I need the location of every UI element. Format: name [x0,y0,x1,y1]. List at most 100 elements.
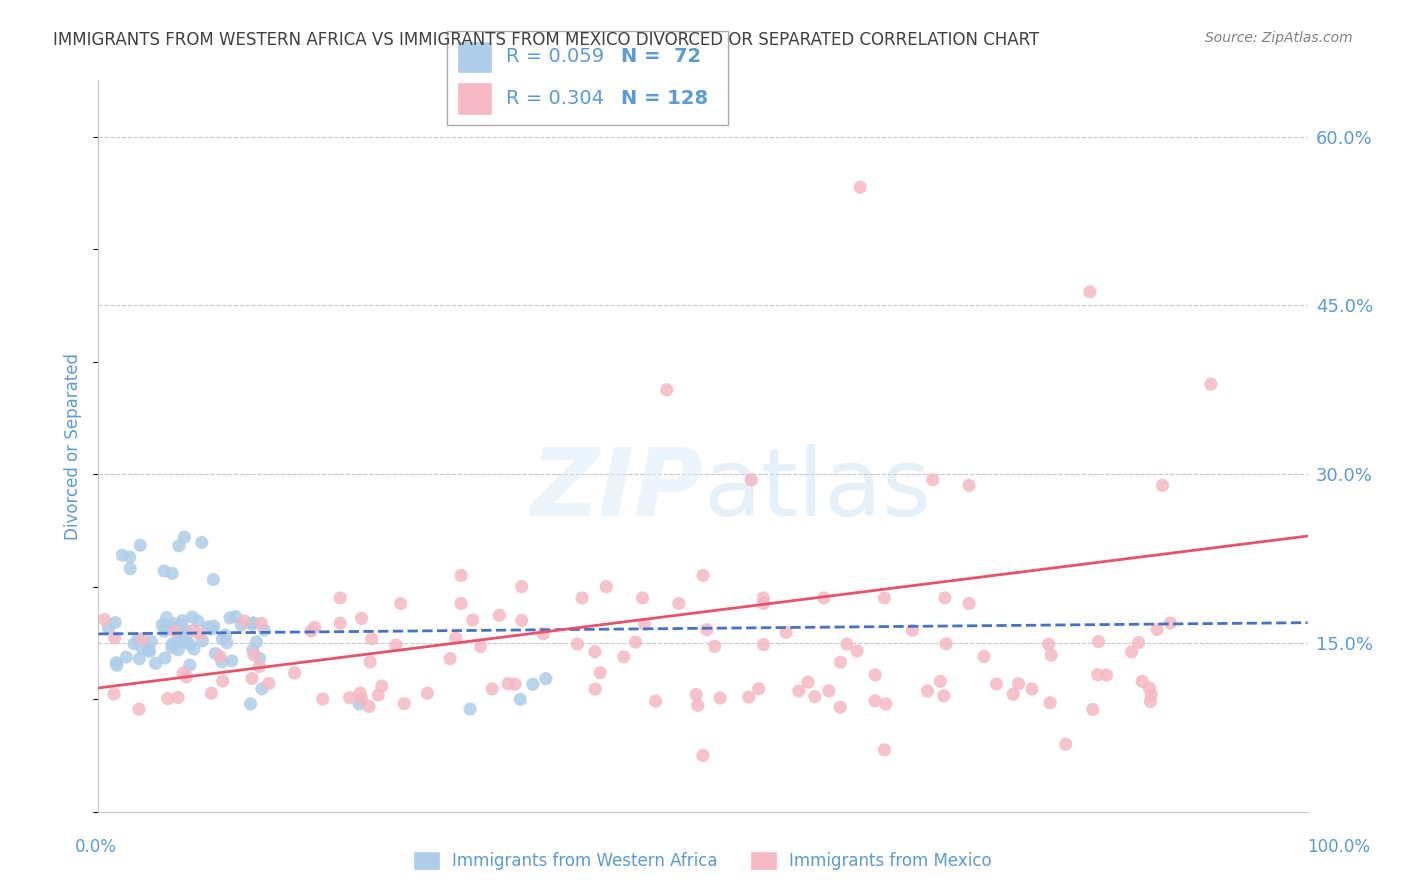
Point [1139,681,1161,695]
Point [197,620,219,634]
FancyBboxPatch shape [447,31,728,125]
Text: atlas: atlas [703,444,931,536]
Y-axis label: Divorced or Separated: Divorced or Separated [65,352,83,540]
Point [1054,737,1077,751]
Point [299,624,322,639]
Point [444,631,467,645]
Point [191,633,214,648]
Point [225,609,247,624]
Bar [458,83,491,113]
Point [873,591,896,605]
Point [167,690,190,705]
Point [163,624,186,639]
Point [155,619,177,633]
Point [830,700,852,714]
Point [1159,616,1181,631]
Point [1095,668,1118,682]
Point [231,618,253,632]
Point [122,637,145,651]
Point [242,643,264,657]
Point [1081,702,1104,716]
Point [709,690,731,705]
Point [138,644,160,658]
Point [105,658,128,673]
Point [202,619,225,633]
Bar [458,42,491,72]
Point [804,690,827,704]
Point [249,651,271,665]
Point [128,702,150,716]
Point [104,631,127,645]
Point [510,580,533,594]
Point [115,650,138,665]
Point [200,686,222,700]
Point [188,627,211,641]
Point [934,591,956,605]
Point [136,642,159,657]
Point [329,616,352,631]
Point [284,665,307,680]
Point [1199,377,1222,392]
Point [190,535,212,549]
Point [160,637,183,651]
Point [1087,667,1109,681]
Point [835,637,858,651]
Point [176,670,198,684]
Point [531,627,554,641]
Point [129,538,152,552]
Point [921,473,943,487]
Point [509,692,531,706]
Text: R = 0.059: R = 0.059 [506,47,605,67]
Point [849,180,872,194]
Text: Source: ZipAtlas.com: Source: ZipAtlas.com [1205,31,1353,45]
Point [311,692,333,706]
Point [863,694,886,708]
Point [481,681,503,696]
Point [127,632,149,646]
Point [367,688,389,702]
Point [211,673,233,688]
Point [163,616,186,631]
Point [173,530,195,544]
Point [167,539,190,553]
Point [160,566,183,581]
Point [522,677,544,691]
Point [685,688,707,702]
Point [583,681,606,696]
Point [156,691,179,706]
Point [329,591,352,605]
Point [1146,623,1168,637]
Point [450,597,472,611]
Point [93,612,115,626]
Point [128,652,150,666]
Point [97,621,120,635]
Point [818,684,841,698]
Text: N =  72: N = 72 [621,47,702,67]
Point [239,697,262,711]
Point [253,623,276,637]
Point [105,656,128,670]
Point [644,694,666,708]
Point [181,624,204,638]
Point [813,591,835,605]
Point [973,649,995,664]
Point [510,614,533,628]
Point [957,478,980,492]
Point [350,691,373,706]
Point [752,638,775,652]
Point [169,625,191,640]
Point [668,597,690,611]
Point [103,687,125,701]
Point [488,608,510,623]
Point [349,686,371,700]
Text: N = 128: N = 128 [621,88,709,108]
Point [439,651,461,665]
Point [595,580,617,594]
Point [349,697,371,711]
Point [846,644,869,658]
Point [385,638,408,652]
Point [1128,635,1150,649]
Point [461,613,484,627]
Point [787,684,810,698]
Point [187,614,209,628]
